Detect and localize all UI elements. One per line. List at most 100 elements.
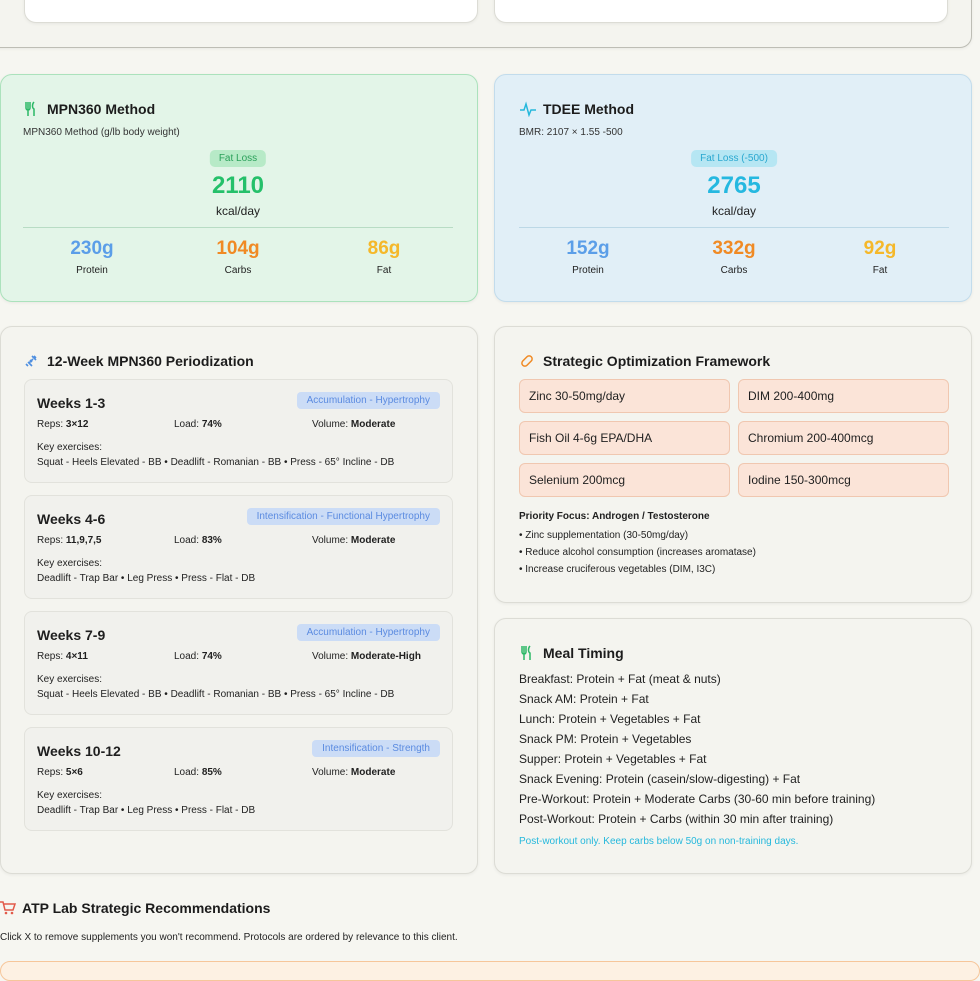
- week-stat: Reps: 11,9,7,5: [37, 535, 102, 546]
- card-title: 12-Week MPN360 Periodization: [47, 353, 254, 369]
- recommendation-card: [0, 961, 980, 981]
- stat-label: Volume:: [312, 651, 349, 662]
- week-stat: Load: 85%: [174, 767, 222, 778]
- calorie-unit: kcal/day: [215, 204, 261, 218]
- calories: 2765: [707, 172, 761, 199]
- divider: [519, 227, 949, 228]
- mpn-card: [0, 74, 478, 302]
- section-note: Click X to remove supplements you won't …: [0, 932, 458, 943]
- phase-badge: Accumulation - Hypertrophy: [296, 624, 440, 641]
- stat-value: 5×6: [65, 767, 83, 778]
- week-card: Weeks 7-9 Accumulation - Hypertrophy Reps:…: [24, 611, 453, 715]
- week-card: Weeks 10-12 Intensification - Strength Rep…: [24, 727, 453, 831]
- meal-item: Breakfast: Protein + Fat (meat & nuts): [519, 672, 721, 686]
- fork-icon: [25, 101, 35, 116]
- key-label: Key exercises:: [37, 442, 103, 453]
- stat-value: Moderate: [350, 767, 396, 778]
- section-title: ATP Lab Strategic Recommendations: [22, 900, 271, 916]
- stat-label: Volume:: [312, 767, 349, 778]
- macro-label: Protein: [572, 265, 604, 276]
- cart-icon: [0, 901, 16, 915]
- week-stat: Volume: Moderate: [312, 419, 395, 430]
- top-sub-card: [494, 0, 948, 23]
- macro-value: 332g: [712, 238, 756, 259]
- week-stat: Load: 74%: [174, 419, 222, 430]
- fork-icon: [521, 645, 531, 660]
- week-title: Weeks 1-3: [37, 395, 106, 411]
- week-card: Weeks 1-3 Accumulation - Hypertrophy Reps:…: [24, 379, 453, 483]
- stat-value: 3×12: [65, 419, 89, 430]
- stat-label: Volume:: [312, 535, 349, 546]
- week-stat: Volume: Moderate-High: [312, 651, 421, 662]
- week-stat: Volume: Moderate: [312, 767, 395, 778]
- priority-bullet: • Increase cruciferous vegetables (DIM, …: [519, 564, 716, 575]
- week-stat: Volume: Moderate: [312, 535, 395, 546]
- dumbbell-icon: [25, 355, 37, 367]
- exercise-list: Squat - Heels Elevated - BB • Deadlift -…: [37, 457, 395, 468]
- calories: 2110: [211, 172, 265, 199]
- week-stat: Load: 83%: [174, 535, 222, 546]
- week-stat: Reps: 5×6: [37, 767, 83, 778]
- meal-item: Post-Workout: Protein + Carbs (within 30…: [519, 812, 834, 826]
- macro-value: 152g: [566, 238, 610, 259]
- stat-label: Reps:: [37, 419, 64, 430]
- macro-value: 86g: [367, 238, 401, 259]
- card-title: Meal Timing: [543, 645, 624, 661]
- stat-label: Load:: [174, 651, 200, 662]
- macro-value: 230g: [70, 238, 114, 259]
- meal-item: Snack Evening: Protein (casein/slow-dige…: [519, 772, 801, 786]
- week-stat: Load: 74%: [174, 651, 222, 662]
- stat-value: 74%: [201, 419, 222, 430]
- week-title: Weeks 10-12: [37, 743, 121, 759]
- week-title: Weeks 4-6: [37, 511, 106, 527]
- supplement-chip: Fish Oil 4-6g EPA/DHA: [519, 421, 730, 455]
- card-subtitle: MPN360 Method (g/lb body weight): [23, 127, 180, 138]
- macro-label: Fat: [376, 265, 392, 276]
- phase-badge: Intensification - Functional Hypertrophy: [246, 508, 440, 525]
- meal-item: Snack PM: Protein + Vegetables: [519, 732, 692, 746]
- supplement-chip: DIM 200-400mg: [738, 379, 949, 413]
- priority-bullet: • Reduce alcohol consumption (increases …: [519, 547, 756, 558]
- macro-label: Carbs: [720, 265, 748, 276]
- supplement-chip: Chromium 200-400mcg: [738, 421, 949, 455]
- supplement-chip: Selenium 200mcg: [519, 463, 730, 497]
- stat-label: Load:: [174, 419, 200, 430]
- priority-bullet: • Zinc supplementation (30-50mg/day): [519, 530, 689, 541]
- stat-label: Load:: [174, 535, 200, 546]
- meal-item: Supper: Protein + Vegetables + Fat: [519, 752, 707, 766]
- stat-label: Load:: [174, 767, 200, 778]
- calorie-unit: kcal/day: [711, 204, 757, 218]
- card-title: TDEE Method: [543, 101, 634, 117]
- phase-badge: Intensification - Strength: [312, 740, 440, 757]
- macro-label: Carbs: [224, 265, 252, 276]
- stat-label: Reps:: [37, 535, 64, 546]
- key-label: Key exercises:: [37, 558, 103, 569]
- stat-value: Moderate-High: [350, 651, 421, 662]
- supplement-chip: Zinc 30-50mg/day: [519, 379, 730, 413]
- macro-value: 104g: [216, 238, 260, 259]
- card-subtitle: BMR: 2107 × 1.55 -500: [519, 127, 623, 138]
- meal-item: Lunch: Protein + Vegetables + Fat: [519, 712, 701, 726]
- meal-note: Post-workout only. Keep carbs below 50g …: [519, 836, 799, 847]
- goal-badge: Fat Loss: [209, 150, 267, 167]
- week-stat: Reps: 3×12: [37, 419, 88, 430]
- meal-card: [494, 618, 972, 874]
- week-title: Weeks 7-9: [37, 627, 106, 643]
- pill-icon: [521, 355, 533, 367]
- exercise-list: Squat - Heels Elevated - BB • Deadlift -…: [37, 689, 395, 700]
- tdee-card: [494, 74, 972, 302]
- stat-label: Volume:: [312, 419, 349, 430]
- stat-value: 74%: [201, 651, 222, 662]
- stat-value: Moderate: [350, 419, 396, 430]
- stat-value: Moderate: [350, 535, 396, 546]
- macro-label: Protein: [76, 265, 108, 276]
- stat-label: Reps:: [37, 767, 64, 778]
- stat-value: 4×11: [65, 651, 88, 662]
- key-label: Key exercises:: [37, 790, 103, 801]
- meal-item: Pre-Workout: Protein + Moderate Carbs (3…: [519, 792, 876, 806]
- stat-value: 85%: [201, 767, 222, 778]
- stat-value: 11,9,7,5: [65, 535, 102, 546]
- phase-badge: Accumulation - Hypertrophy: [296, 392, 440, 409]
- priority-focus: Priority Focus: Androgen / Testosterone: [519, 511, 710, 522]
